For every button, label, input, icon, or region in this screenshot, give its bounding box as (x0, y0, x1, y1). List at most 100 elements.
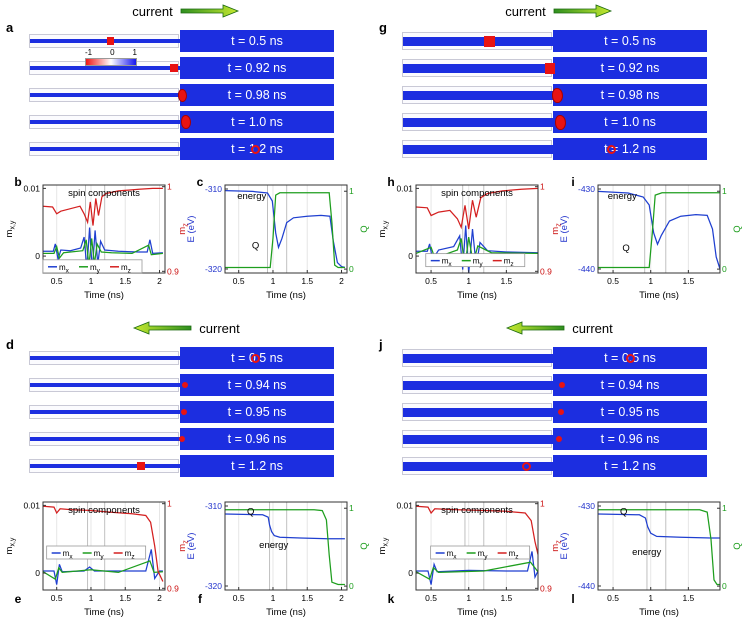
skyrmion-dot-marker (556, 436, 562, 442)
skyrmion-ring-marker (251, 144, 260, 154)
panel-letter-d: d (6, 337, 14, 352)
nanowire-magnetization-line (30, 93, 180, 97)
plot-area (43, 185, 165, 273)
right-axis-label: Q (732, 225, 743, 232)
series-Q (598, 509, 720, 586)
legend-label: mz (509, 549, 519, 561)
inner-annotation: energy (608, 191, 637, 202)
right-axis-label: Q (359, 542, 370, 549)
current-label: current (199, 320, 240, 336)
legend-box (430, 545, 531, 560)
quadrant-a: current a t = 0.5 ns t = 0.92 ns t = 0.98 ns… (1, 2, 373, 320)
skyrmion-blob-marker (181, 115, 191, 129)
right-tick-label: 1 (167, 499, 172, 509)
left-tick-label: -440 (578, 264, 595, 274)
arrow-shape (133, 321, 192, 335)
plot-title: spin components (441, 188, 513, 199)
left-tick-label: -320 (205, 264, 222, 274)
x-tick-label: 1.5 (500, 276, 512, 286)
plot-b: 0.5 1 1.5 2 0.01 0 1 0.9 Time (ns) mx,y mz spin com… (4, 175, 190, 301)
x-axis-label: Time (ns) (84, 290, 124, 301)
nanowire-magnetization-line (403, 353, 553, 363)
series-E (598, 513, 720, 539)
quadrant-g: current g t = 0.5 ns t = 0.92 ns t = 0.98 ns… (374, 2, 746, 320)
x-axis-label: Time (ns) (457, 607, 497, 618)
current-arrow-right (180, 4, 239, 18)
time-label: t = 0.95 ns (600, 405, 660, 419)
right-axis-label: mz (550, 540, 563, 552)
current-indicator: current (434, 2, 684, 20)
reversal-tick-marker (484, 35, 495, 47)
arrow-shape (180, 4, 239, 18)
reversal-tick-marker (137, 462, 145, 470)
nanowire-wide-section: t = 0.95 ns (553, 401, 707, 423)
plot-title: spin components (441, 505, 513, 516)
x-tick-label: 2 (339, 276, 344, 286)
skyrmion-ring-marker (522, 461, 531, 471)
snapshot-row: t = 0.92 ns (1, 57, 373, 79)
nanowire-magnetization-line (30, 39, 180, 43)
plot-k: 0.5 1 1.5 0.01 0 1 0.9 Time (ns) mx,y mz spin comp… (377, 499, 563, 618)
current-label: current (132, 3, 173, 19)
nanowire-wide-section: t = 1.2 ns (180, 455, 334, 477)
x-tick-label: 2 (157, 276, 162, 286)
colorbar-labels: -1 0 1 (85, 49, 137, 57)
colorbar-tick-label: 1 (132, 48, 137, 57)
inner-annotation: Q (252, 240, 259, 251)
legend-label: my (90, 263, 101, 275)
plot-border (597, 184, 721, 274)
x-tick-label: 0.5 (233, 276, 245, 286)
x-axis-label: Time (ns) (639, 607, 679, 618)
snapshot-row: t = 0.96 ns (374, 428, 746, 450)
legend-label: mz (125, 549, 135, 561)
inner-annotation: energy (632, 547, 661, 558)
plot-border (415, 501, 539, 591)
right-tick-label: 1 (722, 503, 727, 513)
right-tick-label: 0 (349, 264, 354, 274)
legend-label: mz (121, 263, 131, 275)
plot-l: 0.5 1 1.5 -430 -440 1 0 Time (ns) E (eV) Q Qenergy… (559, 501, 743, 618)
left-tick-label: -430 (578, 184, 595, 194)
right-axis-label: mz (550, 223, 563, 235)
left-tick-label: -430 (578, 501, 595, 511)
plot-e: 0.5 1 1.5 2 0.01 0 1 0.9 Time (ns) mx,y mz spin com… (4, 499, 190, 618)
current-arrow-left (506, 321, 565, 335)
time-label: t = 0.92 ns (227, 61, 287, 75)
series-m_y (43, 238, 163, 266)
legend: mx my mz (430, 545, 531, 561)
current-label: current (505, 3, 546, 19)
x-axis-label: Time (ns) (84, 607, 124, 618)
right-tick-label: 1 (349, 186, 354, 196)
legend: mx my mz (42, 259, 143, 275)
nanowire-wide-section: t = 0.96 ns (553, 428, 707, 450)
right-tick-label: 0.9 (167, 266, 179, 276)
right-tick-label: 0 (349, 581, 354, 591)
nanowire-magnetization-line (30, 356, 180, 360)
nanowire-wide-section: t = 0.5 ns (553, 30, 707, 52)
snapshot-row: t = 0.5 ns (374, 347, 746, 369)
x-tick-label: 0.5 (607, 593, 619, 603)
series-E (598, 190, 720, 270)
legend-box (42, 259, 143, 274)
time-label: t = 0.98 ns (227, 88, 287, 102)
series-E (225, 513, 345, 540)
panel-letter-g: g (379, 20, 387, 35)
arrow-shape (506, 321, 565, 335)
nanowire-magnetization-line (403, 144, 553, 154)
x-tick-label: 1 (89, 276, 94, 286)
x-tick-label: 0.5 (51, 276, 63, 286)
snapshot-row: t = 0.94 ns (1, 374, 373, 396)
x-tick-label: 0.5 (425, 593, 437, 603)
left-tick-label: 0.01 (396, 500, 413, 510)
reversal-tick-marker (170, 64, 178, 72)
skyrmion-blob-marker (552, 87, 563, 103)
skyrmion-blob-marker (555, 114, 566, 130)
nanowire-wide-section: t = 0.96 ns (180, 428, 334, 450)
nanowire-magnetization-line (403, 90, 553, 100)
plot-title: spin components (68, 188, 140, 199)
nanowire-wide-section: t = 1.0 ns (553, 111, 707, 133)
nanowire-magnetization-line (403, 407, 553, 417)
right-tick-label: 1 (167, 182, 172, 192)
skyrmion-ring-marker (626, 353, 635, 363)
